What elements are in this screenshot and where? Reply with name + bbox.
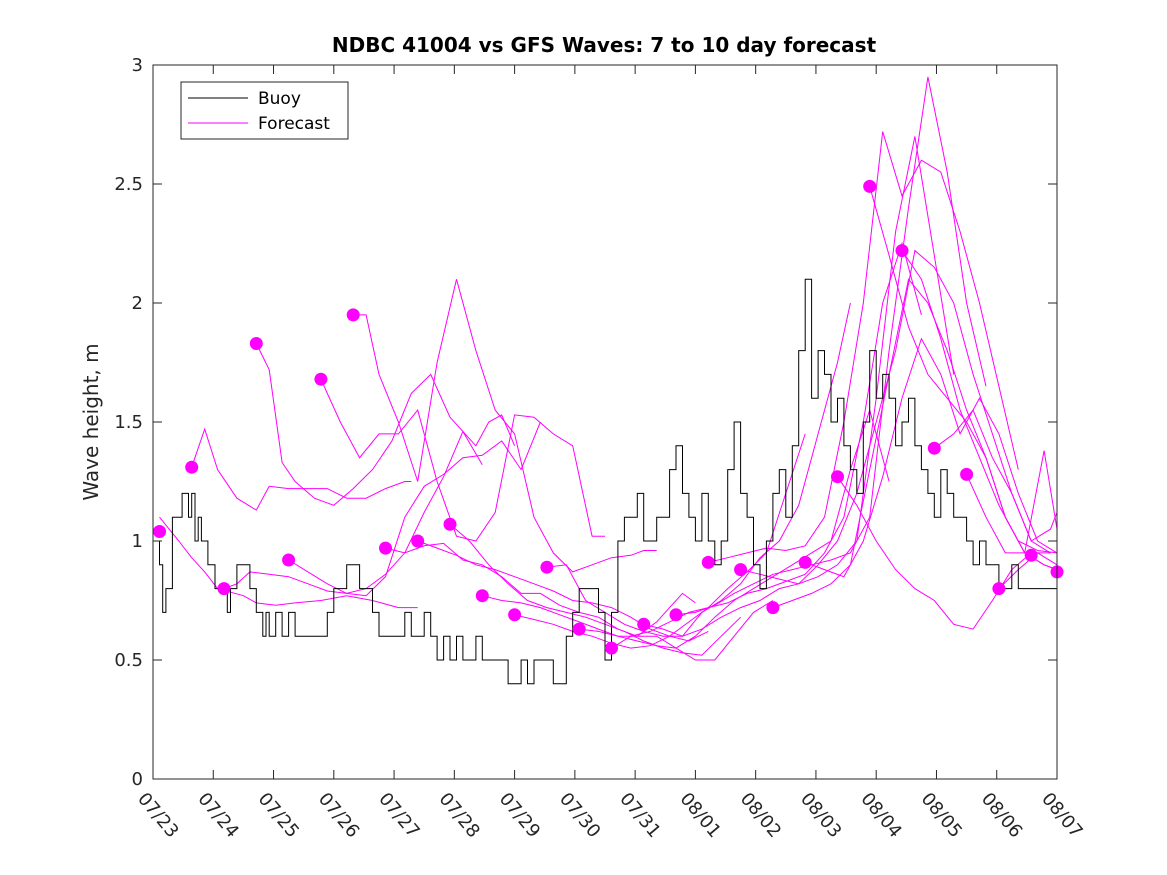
x-tick-label: 07/24 bbox=[193, 789, 242, 842]
forecast-line-0 bbox=[159, 516, 418, 609]
forecast-marker bbox=[798, 555, 812, 569]
forecast-marker bbox=[411, 534, 425, 548]
y-tick-label: 1 bbox=[132, 531, 143, 552]
y-tick-label: 1.5 bbox=[114, 412, 143, 433]
buoy-line bbox=[153, 278, 1057, 685]
legend-box bbox=[180, 81, 349, 140]
forecast-marker bbox=[572, 622, 586, 636]
forecast-marker bbox=[185, 460, 199, 474]
forecast-marker bbox=[346, 308, 360, 322]
x-tick-label: 08/04 bbox=[856, 789, 905, 842]
chart-title: NDBC 41004 vs GFS Waves: 7 to 10 day for… bbox=[332, 33, 877, 57]
forecast-marker bbox=[443, 517, 457, 531]
forecast-marker bbox=[249, 337, 263, 350]
x-tick-label: 07/29 bbox=[495, 789, 544, 842]
x-tick-label: 07/31 bbox=[615, 789, 664, 842]
forecast-marker bbox=[895, 244, 909, 258]
forecast-marker bbox=[669, 608, 683, 622]
x-tick-label: 07/25 bbox=[254, 789, 303, 842]
y-tick-label: 0.5 bbox=[114, 650, 143, 671]
forecast-line-8 bbox=[417, 540, 709, 642]
forecast-line-18 bbox=[740, 249, 1051, 585]
forecast-line-1 bbox=[191, 427, 412, 511]
forecast-marker bbox=[153, 525, 166, 538]
y-axis-label: Wave height, m bbox=[79, 343, 103, 500]
forecast-line-4 bbox=[288, 421, 541, 597]
forecast-line-6 bbox=[353, 279, 657, 573]
forecast-line-9 bbox=[449, 523, 741, 656]
forecast-marker bbox=[927, 441, 941, 455]
forecast-line-20 bbox=[805, 337, 1058, 578]
y-tick-label: 2.5 bbox=[114, 174, 143, 195]
forecast-marker bbox=[217, 582, 231, 596]
forecast-marker bbox=[379, 541, 392, 555]
forecast-line-10 bbox=[482, 595, 774, 661]
forecast-line-17 bbox=[708, 131, 1019, 563]
y-tick-label: 2 bbox=[132, 293, 143, 314]
forecast-marker bbox=[605, 641, 618, 655]
x-tick-label: 07/23 bbox=[133, 789, 182, 842]
forecast-marker bbox=[508, 608, 522, 622]
forecast-line-21 bbox=[837, 476, 1051, 630]
legend-buoy-label: Buoy bbox=[258, 89, 301, 109]
forecast-marker bbox=[1024, 548, 1038, 562]
forecast-line-26 bbox=[998, 552, 1058, 589]
forecast-marker bbox=[637, 617, 651, 631]
forecast-markers bbox=[153, 179, 1064, 655]
forecast-marker bbox=[282, 553, 296, 567]
forecast-marker bbox=[540, 560, 554, 574]
legend-forecast-label: Forecast bbox=[258, 114, 330, 134]
x-tick-label: 07/26 bbox=[314, 789, 363, 842]
forecast-marker bbox=[992, 582, 1006, 596]
x-tick-label: 08/01 bbox=[676, 789, 725, 842]
forecast-marker bbox=[960, 467, 974, 481]
y-tick-label: 3 bbox=[132, 55, 143, 76]
forecast-line-25 bbox=[966, 450, 1058, 554]
forecast-line-24 bbox=[934, 409, 1058, 542]
x-tick-label: 07/30 bbox=[555, 789, 604, 842]
forecast-marker bbox=[734, 563, 748, 577]
x-tick-label: 07/27 bbox=[374, 789, 423, 842]
forecast-marker bbox=[863, 179, 877, 193]
forecast-line-3 bbox=[255, 343, 516, 506]
y-axis: 0 0.5 1 1.5 2 2.5 3 bbox=[114, 55, 1057, 790]
forecast-line-23 bbox=[901, 250, 1058, 554]
plot-area bbox=[153, 65, 1057, 779]
x-tick-label: 08/02 bbox=[736, 789, 785, 842]
y-tick-label: 0 bbox=[132, 769, 143, 790]
forecast-line-13 bbox=[579, 408, 890, 649]
forecast-marker bbox=[831, 470, 844, 484]
x-tick-label: 08/05 bbox=[917, 789, 966, 842]
x-tick-label: 08/06 bbox=[977, 789, 1026, 842]
forecast-marker bbox=[475, 589, 489, 603]
forecast-marker bbox=[701, 555, 715, 569]
forecast-line-7 bbox=[385, 542, 696, 637]
forecast-marker bbox=[314, 372, 328, 386]
x-tick-label: 07/28 bbox=[435, 789, 484, 842]
x-tick-label: 08/03 bbox=[796, 789, 845, 842]
legend: Buoy Forecast bbox=[180, 81, 349, 140]
forecast-line-16 bbox=[675, 76, 987, 616]
forecast-marker bbox=[766, 601, 780, 615]
x-tick-label: 08/07 bbox=[1037, 789, 1086, 842]
